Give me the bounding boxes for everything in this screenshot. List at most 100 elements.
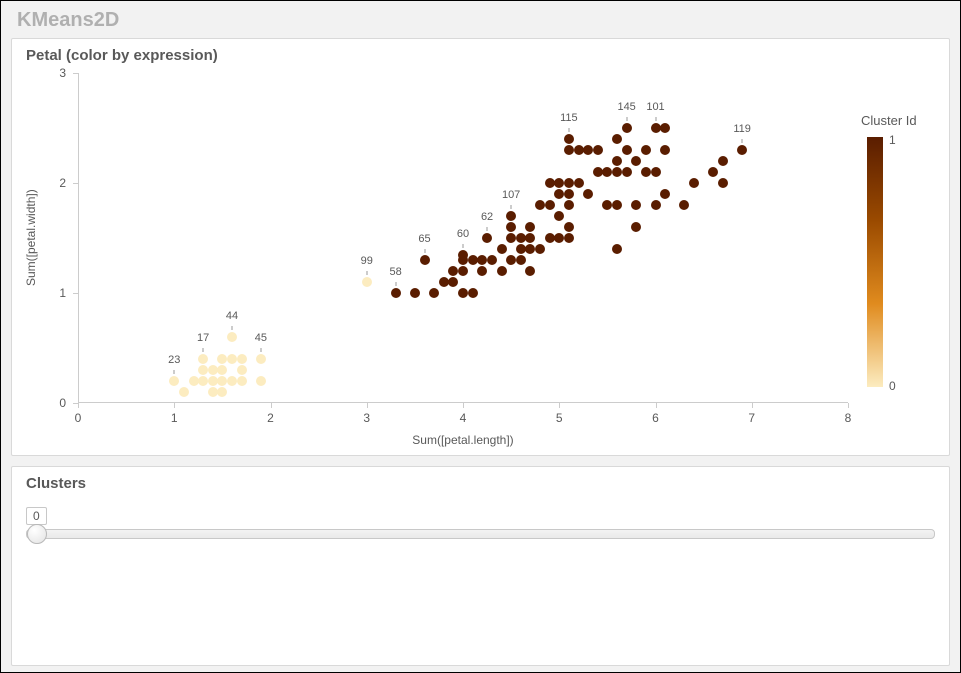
scatter-point[interactable] <box>651 123 661 133</box>
scatter-point[interactable] <box>545 233 555 243</box>
scatter-point[interactable] <box>708 167 718 177</box>
scatter-point[interactable] <box>458 250 468 260</box>
scatter-point[interactable] <box>564 145 574 155</box>
clusters-slider-panel[interactable]: Clusters 0 <box>11 466 950 666</box>
scatter-point[interactable] <box>593 145 603 155</box>
slider-track[interactable] <box>26 529 935 539</box>
scatter-point[interactable] <box>612 167 622 177</box>
scatter-point[interactable] <box>237 354 247 364</box>
scatter-point[interactable] <box>622 167 632 177</box>
scatter-point[interactable] <box>468 255 478 265</box>
scatter-point[interactable] <box>554 233 564 243</box>
scatter-point[interactable] <box>631 200 641 210</box>
scatter-point[interactable] <box>679 200 689 210</box>
scatter-point[interactable] <box>583 145 593 155</box>
scatter-point[interactable] <box>227 376 237 386</box>
scatter-point[interactable] <box>564 222 574 232</box>
scatter-point[interactable] <box>487 255 497 265</box>
scatter-point[interactable] <box>641 167 651 177</box>
scatter-point[interactable] <box>641 145 651 155</box>
scatter-point[interactable] <box>217 354 227 364</box>
scatter-point[interactable] <box>593 167 603 177</box>
scatter-point[interactable] <box>564 200 574 210</box>
scatter-point[interactable] <box>198 354 208 364</box>
scatter-point[interactable] <box>574 145 584 155</box>
scatter-point[interactable] <box>554 189 564 199</box>
scatter-point[interactable] <box>237 376 247 386</box>
scatter-point[interactable] <box>217 376 227 386</box>
scatter-point[interactable] <box>429 288 439 298</box>
scatter-point[interactable] <box>612 244 622 254</box>
scatter-point[interactable] <box>198 365 208 375</box>
scatter-point[interactable] <box>208 365 218 375</box>
slider-thumb[interactable] <box>27 524 47 544</box>
scatter-point[interactable] <box>535 244 545 254</box>
scatter-point[interactable] <box>477 266 487 276</box>
scatter-point[interactable] <box>482 233 492 243</box>
scatter-point[interactable] <box>227 332 237 342</box>
scatter-point[interactable] <box>217 365 227 375</box>
scatter-point[interactable] <box>506 222 516 232</box>
scatter-point[interactable] <box>660 189 670 199</box>
scatter-point[interactable] <box>391 288 401 298</box>
scatter-point[interactable] <box>179 387 189 397</box>
scatter-point[interactable] <box>217 387 227 397</box>
scatter-point[interactable] <box>583 189 593 199</box>
scatter-point[interactable] <box>439 277 449 287</box>
scatter-point[interactable] <box>448 266 458 276</box>
scatter-point[interactable] <box>602 200 612 210</box>
scatter-point[interactable] <box>689 178 699 188</box>
scatter-point[interactable] <box>516 244 526 254</box>
scatter-point[interactable] <box>468 288 478 298</box>
scatter-point[interactable] <box>651 200 661 210</box>
scatter-point[interactable] <box>737 145 747 155</box>
scatter-point[interactable] <box>448 277 458 287</box>
scatter-point[interactable] <box>660 123 670 133</box>
scatter-point[interactable] <box>525 222 535 232</box>
scatter-point[interactable] <box>516 233 526 243</box>
scatter-plot[interactable]: Sum([petal.length]) Sum([petal.width]) 0… <box>78 73 848 403</box>
scatter-point[interactable] <box>227 354 237 364</box>
scatter-point[interactable] <box>651 167 661 177</box>
scatter-point[interactable] <box>458 266 468 276</box>
scatter-point[interactable] <box>189 376 199 386</box>
scatter-point[interactable] <box>506 233 516 243</box>
scatter-point[interactable] <box>545 200 555 210</box>
scatter-point[interactable] <box>564 189 574 199</box>
scatter-point[interactable] <box>362 277 372 287</box>
scatter-point[interactable] <box>256 376 266 386</box>
scatter-point[interactable] <box>410 288 420 298</box>
scatter-point[interactable] <box>602 167 612 177</box>
scatter-point[interactable] <box>612 156 622 166</box>
scatter-point[interactable] <box>660 145 670 155</box>
scatter-point[interactable] <box>477 255 487 265</box>
scatter-point[interactable] <box>506 255 516 265</box>
scatter-point[interactable] <box>169 376 179 386</box>
scatter-point[interactable] <box>564 178 574 188</box>
scatter-chart-panel[interactable]: Petal (color by expression) Sum([petal.l… <box>11 38 950 456</box>
scatter-point[interactable] <box>564 134 574 144</box>
scatter-point[interactable] <box>564 233 574 243</box>
scatter-point[interactable] <box>458 288 468 298</box>
scatter-point[interactable] <box>612 200 622 210</box>
scatter-point[interactable] <box>198 376 208 386</box>
scatter-point[interactable] <box>525 266 535 276</box>
scatter-point[interactable] <box>631 222 641 232</box>
scatter-point[interactable] <box>525 244 535 254</box>
scatter-point[interactable] <box>208 376 218 386</box>
scatter-point[interactable] <box>718 156 728 166</box>
scatter-point[interactable] <box>612 134 622 144</box>
scatter-point[interactable] <box>535 200 545 210</box>
scatter-point[interactable] <box>631 156 641 166</box>
scatter-point[interactable] <box>554 178 564 188</box>
scatter-point[interactable] <box>574 178 584 188</box>
scatter-point[interactable] <box>554 211 564 221</box>
scatter-point[interactable] <box>256 354 266 364</box>
scatter-point[interactable] <box>506 211 516 221</box>
scatter-point[interactable] <box>208 387 218 397</box>
scatter-point[interactable] <box>497 266 507 276</box>
scatter-point[interactable] <box>622 123 632 133</box>
scatter-point[interactable] <box>237 365 247 375</box>
scatter-point[interactable] <box>497 244 507 254</box>
scatter-point[interactable] <box>516 255 526 265</box>
